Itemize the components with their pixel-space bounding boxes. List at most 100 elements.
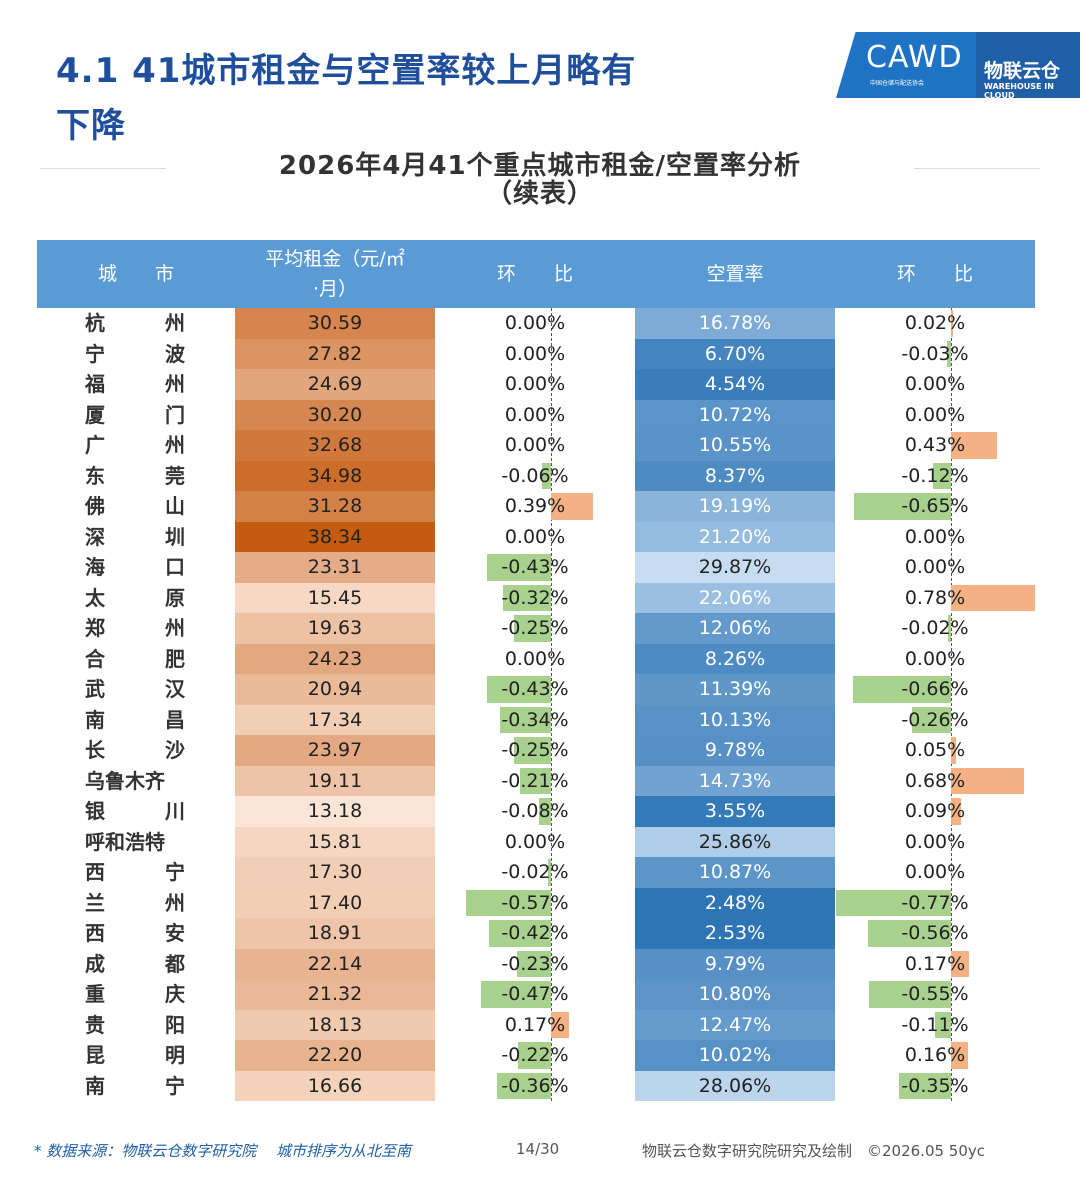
rent-mom-bar bbox=[548, 859, 551, 886]
vacancy-mom-value: 0.43% bbox=[904, 434, 966, 456]
brand-logo: CAWD 中国仓储与配送协会 物联云仓 WAREHOUSE IN CLOUD bbox=[836, 32, 1080, 100]
rent-mom-value: 0.00% bbox=[504, 647, 566, 670]
city-name: 海 bbox=[85, 555, 105, 579]
rent-mom-value: 0.00% bbox=[504, 312, 566, 334]
rent-mom-value: 0.00% bbox=[504, 403, 566, 426]
rent-mom-bar bbox=[513, 615, 551, 642]
avg-rent-cell: 24.23 bbox=[235, 643, 435, 674]
page-title-line-2: 下降 bbox=[56, 106, 126, 146]
cawd-logo-text: CAWD bbox=[866, 40, 963, 75]
vacancy-mom-bar bbox=[951, 950, 970, 977]
rent-mom-value: -0.57% bbox=[501, 891, 569, 914]
cawd-logo-subtext: 中国仓储与配送协会 bbox=[870, 80, 925, 87]
city-name: 波 bbox=[165, 341, 185, 366]
avg-rent-cell: 19.63 bbox=[235, 613, 435, 644]
header-avg-rent: 平均租金（元/㎡·月） bbox=[265, 248, 405, 300]
rent-mom-bar bbox=[488, 920, 551, 947]
title-divider-right bbox=[914, 168, 1040, 169]
city-name: 汉 bbox=[165, 677, 185, 701]
rent-mom-bar bbox=[487, 676, 551, 703]
footer-source: * 数据来源：物联云仓数字研究院 城市排序为从北至南 bbox=[34, 1142, 412, 1160]
vacancy-cell: 10.13% bbox=[635, 704, 835, 735]
avg-rent-cell: 22.14 bbox=[235, 948, 435, 979]
city-name: 佛 bbox=[85, 494, 105, 518]
avg-rent-cell: 21.32 bbox=[235, 979, 435, 1010]
vacancy-cell: 25.86% bbox=[635, 826, 835, 857]
vacancy-mom-bar bbox=[951, 432, 998, 459]
rent-mom-bar bbox=[542, 462, 551, 489]
rent-mom-value: -0.36% bbox=[501, 1074, 569, 1097]
rent-mom-value: -0.08% bbox=[501, 800, 569, 822]
rent-mom-value: -0.42% bbox=[501, 922, 569, 944]
rent-mom-bar bbox=[516, 950, 551, 977]
city-name: 呼和浩特 bbox=[85, 829, 165, 854]
avg-rent-cell: 23.31 bbox=[235, 552, 435, 583]
rent-mom-value: 0.00% bbox=[504, 434, 566, 456]
avg-rent-cell: 15.45 bbox=[235, 582, 435, 613]
rent-mom-value: -0.43% bbox=[501, 678, 569, 700]
city-name: 阳 bbox=[165, 1012, 185, 1037]
vacancy-mom-value: 0.09% bbox=[904, 800, 966, 822]
rent-mom-value: -0.23% bbox=[501, 952, 569, 975]
avg-rent-cell: 24.69 bbox=[235, 369, 435, 400]
rent-vacancy-table: 杭州 30.59 0.00% 16.78% 0.02% 宁波 27.82 0.00% 6.70%… bbox=[37, 308, 1035, 1105]
vacancy-mom-value: -0.65% bbox=[901, 495, 969, 517]
vacancy-mom-value: 0.02% bbox=[904, 312, 966, 334]
city-name: 州 bbox=[165, 890, 185, 915]
cloud-logo: 物联云仓 WAREHOUSE IN CLOUD bbox=[976, 32, 1080, 100]
rent-mom-value: 0.00% bbox=[504, 373, 566, 395]
city-name: 州 bbox=[165, 616, 185, 640]
vacancy-mom-value: 0.68% bbox=[904, 769, 966, 792]
city-name: 武 bbox=[85, 677, 105, 701]
rent-mom-bar bbox=[503, 584, 551, 611]
rent-mom-axis bbox=[551, 308, 552, 1101]
city-name: 东 bbox=[85, 463, 105, 488]
header-vacancy: 空置率 bbox=[706, 263, 764, 285]
vacancy-mom-value: -0.02% bbox=[901, 617, 969, 639]
rent-mom-value: -0.47% bbox=[501, 983, 569, 1005]
rent-mom-value: 0.00% bbox=[504, 525, 566, 548]
rent-mom-value: -0.25% bbox=[501, 739, 569, 761]
city-name: 州 bbox=[165, 433, 185, 457]
vacancy-mom-bar bbox=[933, 462, 951, 489]
vacancy-cell: 29.87% bbox=[635, 552, 835, 583]
cloud-logo-en: WAREHOUSE IN CLOUD bbox=[984, 82, 1054, 100]
avg-rent-cell: 30.59 bbox=[235, 308, 435, 339]
rent-mom-bar bbox=[481, 981, 551, 1008]
vacancy-cell: 8.37% bbox=[635, 460, 835, 491]
vacancy-mom-bar bbox=[951, 737, 957, 764]
vacancy-mom-bar bbox=[951, 310, 954, 337]
avg-rent-cell: 15.81 bbox=[235, 826, 435, 857]
avg-rent-cell: 18.13 bbox=[235, 1009, 435, 1040]
vacancy-cell: 9.79% bbox=[635, 948, 835, 979]
city-name: 太 bbox=[85, 585, 105, 610]
rent-mom-value: -0.32% bbox=[501, 586, 569, 609]
vacancy-cell: 3.55% bbox=[635, 796, 835, 827]
vacancy-mom-bar bbox=[946, 340, 951, 367]
vacancy-mom-bar bbox=[948, 615, 951, 642]
city-name: 长 bbox=[85, 738, 105, 762]
city-name: 沙 bbox=[165, 738, 185, 762]
avg-rent-cell: 23.97 bbox=[235, 735, 435, 766]
city-name: 口 bbox=[165, 555, 185, 579]
vacancy-cell: 10.80% bbox=[635, 979, 835, 1010]
rent-mom-bar bbox=[513, 737, 551, 764]
vacancy-mom-bar bbox=[836, 889, 951, 916]
vacancy-cell: 28.06% bbox=[635, 1070, 835, 1101]
avg-rent-cell: 32.68 bbox=[235, 430, 435, 461]
vacancy-cell: 11.39% bbox=[635, 674, 835, 705]
vacancy-mom-bar bbox=[852, 676, 951, 703]
vacancy-mom-value: 0.00% bbox=[904, 373, 966, 395]
vacancy-mom-bar bbox=[951, 798, 961, 825]
rent-mom-bar bbox=[518, 1042, 551, 1069]
vacancy-cell: 6.70% bbox=[635, 338, 835, 369]
avg-rent-cell: 31.28 bbox=[235, 491, 435, 522]
rent-mom-bar bbox=[551, 1011, 570, 1038]
vacancy-mom-bar bbox=[951, 767, 1025, 794]
vacancy-mom-axis bbox=[951, 308, 952, 1101]
vacancy-mom-value: 0.00% bbox=[904, 403, 966, 426]
vacancy-cell: 10.87% bbox=[635, 857, 835, 888]
vacancy-mom-bar bbox=[869, 981, 951, 1008]
rent-mom-value: -0.25% bbox=[501, 617, 569, 639]
vacancy-cell: 10.55% bbox=[635, 430, 835, 461]
